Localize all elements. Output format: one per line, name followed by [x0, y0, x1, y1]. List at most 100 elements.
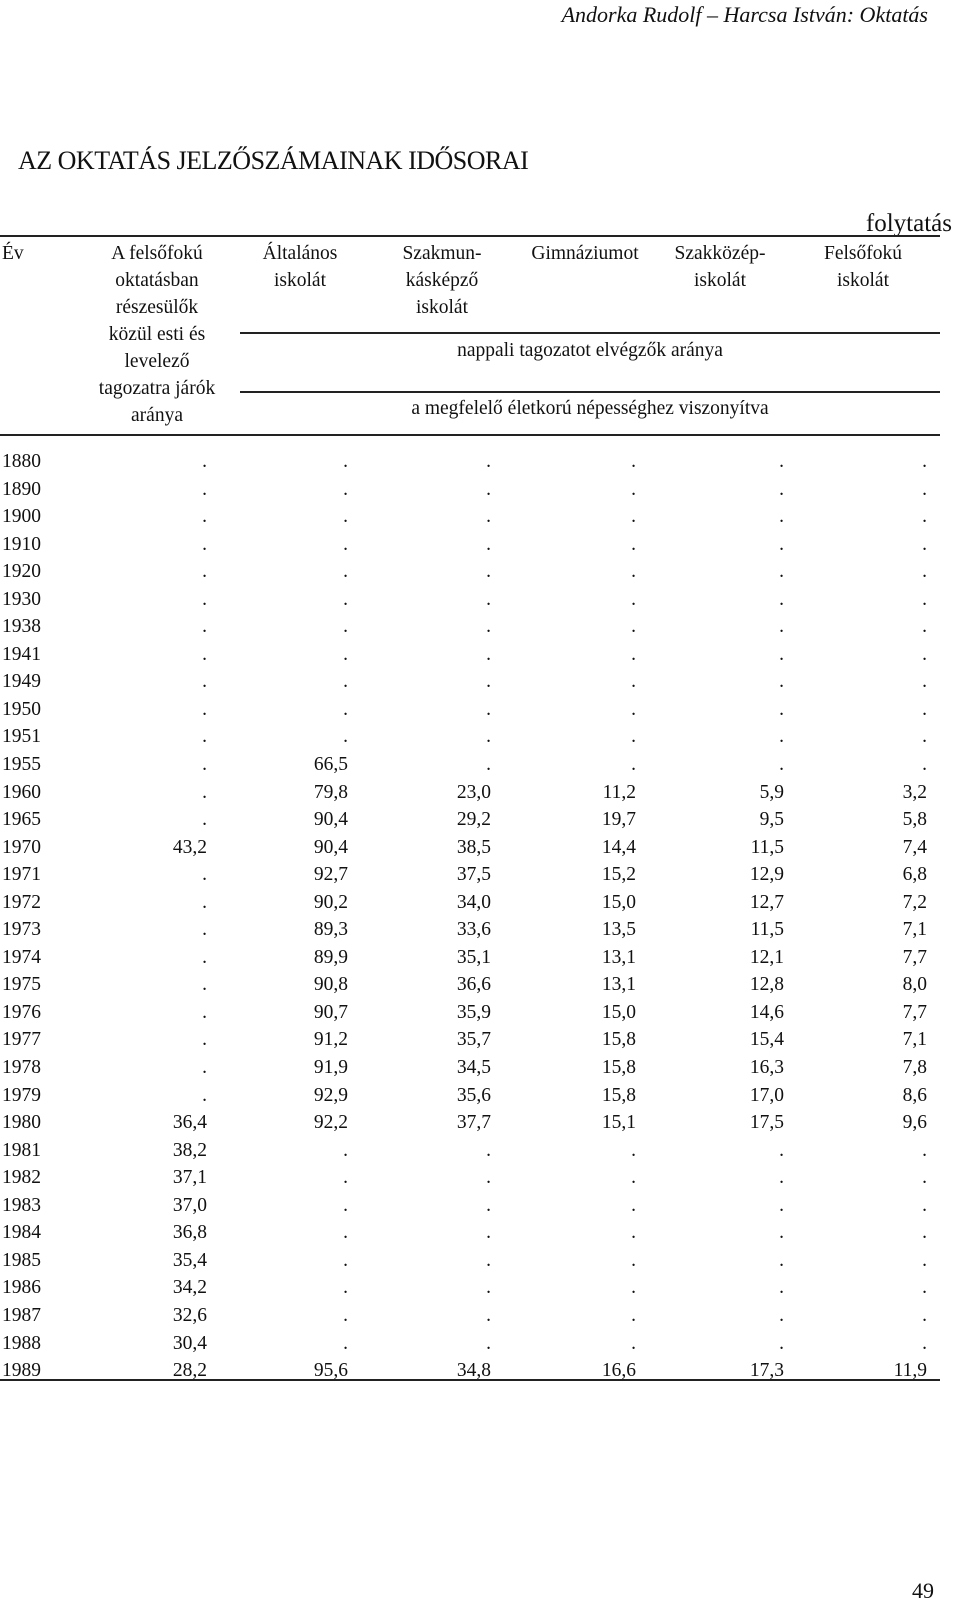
- row-value: 35,6: [456, 1084, 491, 1106]
- row-year: 1950: [2, 698, 41, 720]
- row-year: 1977: [2, 1029, 41, 1051]
- row-value: .: [922, 1167, 927, 1189]
- row-value: .: [779, 726, 784, 748]
- row-value: 34,8: [456, 1360, 491, 1382]
- row-value: 17,3: [749, 1360, 784, 1382]
- header-col1: A felsőfokú oktatásban részesülők közül …: [98, 243, 216, 426]
- row-value: 17,0: [749, 1084, 784, 1106]
- row-value: 7,2: [902, 891, 927, 913]
- row-year: 1986: [2, 1277, 41, 1299]
- row-year: 1985: [2, 1249, 41, 1271]
- row-value: .: [202, 671, 207, 693]
- row-value: 36,4: [172, 1112, 207, 1134]
- row-year: 1970: [2, 836, 41, 858]
- row-value: .: [922, 616, 927, 638]
- header-band-nappali: nappali tagozatot elvégzők aránya: [457, 340, 723, 361]
- row-year: 1972: [2, 891, 41, 913]
- row-value: .: [343, 616, 348, 638]
- row-value: 90,8: [313, 974, 348, 996]
- table-row: 1982 37,1.....: [0, 1167, 960, 1195]
- row-value: .: [631, 1277, 636, 1299]
- row-value: 11,5: [750, 836, 784, 858]
- row-value: .: [486, 754, 491, 776]
- table-row: 1971. 92,7 37,5 15,2 12,9 6,8: [0, 864, 960, 892]
- row-year: 1975: [2, 974, 41, 996]
- row-year: 1941: [2, 643, 41, 665]
- row-value: .: [922, 754, 927, 776]
- row-value: .: [631, 698, 636, 720]
- table-row: 1965. 90,4 29,2 19,7 9,5 5,8: [0, 809, 960, 837]
- header-col5: Szakközép- iskolát: [674, 243, 766, 291]
- row-year: 1960: [2, 781, 41, 803]
- table-row: 1985 35,4.....: [0, 1250, 960, 1278]
- table-row: 1973. 89,3 33,6 13,5 11,5 7,1: [0, 919, 960, 947]
- row-value: .: [343, 561, 348, 583]
- row-value: .: [202, 643, 207, 665]
- table-row: 1900......: [0, 506, 960, 534]
- row-value: .: [922, 1277, 927, 1299]
- row-value: 15,8: [601, 1084, 636, 1106]
- row-value: 12,7: [749, 891, 784, 913]
- row-value: .: [631, 533, 636, 555]
- row-value: 7,7: [902, 1001, 927, 1023]
- row-value: .: [631, 643, 636, 665]
- row-value: 35,1: [456, 946, 491, 968]
- row-value: .: [343, 1167, 348, 1189]
- row-value: 66,5: [313, 754, 348, 776]
- row-year: 1982: [2, 1167, 41, 1189]
- row-value: .: [486, 1304, 491, 1326]
- row-value: 15,0: [601, 891, 636, 913]
- row-value: .: [486, 643, 491, 665]
- row-value: .: [779, 616, 784, 638]
- row-value: .: [631, 478, 636, 500]
- row-value: .: [486, 1139, 491, 1161]
- row-value: 90,7: [313, 1001, 348, 1023]
- row-year: 1978: [2, 1057, 41, 1079]
- header-rule-2: [240, 391, 940, 393]
- row-value: 13,1: [601, 946, 636, 968]
- row-value: .: [343, 698, 348, 720]
- table-bottom-rule: [0, 1379, 940, 1381]
- row-value: 7,8: [902, 1057, 927, 1079]
- table-row: 1975. 90,8 36,6 13,1 12,8 8,0: [0, 974, 960, 1002]
- row-value: .: [202, 919, 207, 941]
- row-value: 95,6: [313, 1360, 348, 1382]
- row-value: .: [631, 451, 636, 472]
- row-year: 1973: [2, 919, 41, 941]
- table-row: 1979. 92,9 35,6 15,8 17,0 8,6: [0, 1085, 960, 1113]
- row-value: .: [202, 891, 207, 913]
- row-value: .: [779, 1332, 784, 1354]
- row-value: .: [779, 671, 784, 693]
- row-value: .: [486, 1167, 491, 1189]
- header-col2: Általános iskolát: [262, 243, 338, 291]
- row-value: .: [631, 616, 636, 638]
- row-value: 89,3: [313, 919, 348, 941]
- row-value: 7,1: [902, 919, 927, 941]
- row-year: 1951: [2, 726, 41, 748]
- row-value: .: [202, 1057, 207, 1079]
- row-value: 5,9: [759, 781, 784, 803]
- table-row: 1910......: [0, 534, 960, 562]
- row-value: 16,6: [601, 1360, 636, 1382]
- row-value: .: [202, 506, 207, 528]
- row-value: .: [486, 698, 491, 720]
- row-value: .: [922, 588, 927, 610]
- row-value: .: [779, 754, 784, 776]
- row-value: 34,2: [172, 1277, 207, 1299]
- row-value: .: [343, 1277, 348, 1299]
- row-value: 79,8: [313, 781, 348, 803]
- header-col6: Felsőfokú iskolát: [824, 243, 902, 291]
- row-value: 14,6: [749, 1001, 784, 1023]
- row-value: .: [779, 533, 784, 555]
- row-value: 15,8: [601, 1029, 636, 1051]
- row-value: .: [486, 1194, 491, 1216]
- row-value: .: [631, 1304, 636, 1326]
- row-value: 34,0: [456, 891, 491, 913]
- row-value: .: [922, 1304, 927, 1326]
- row-year: 1880: [2, 451, 41, 472]
- row-value: .: [202, 946, 207, 968]
- row-value: 12,8: [749, 974, 784, 996]
- row-year: 1983: [2, 1194, 41, 1216]
- row-value: .: [486, 506, 491, 528]
- row-value: .: [202, 781, 207, 803]
